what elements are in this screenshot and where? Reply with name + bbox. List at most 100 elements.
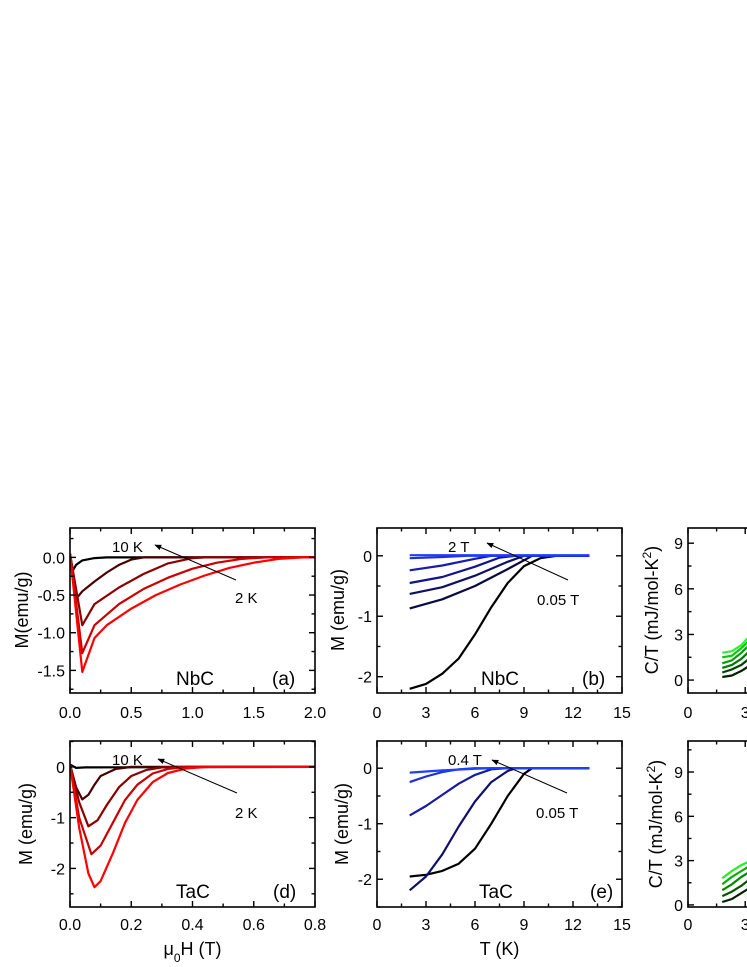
x-tick-label: 0: [684, 705, 693, 722]
series-line-0.4-T: [409, 767, 590, 774]
y-axis-label: M (emu/g): [16, 783, 36, 865]
panel-b: 0 3 6 9 12 15 0 -1 -2 M (emu/g) 2 T 0.05 T NbC (b): [328, 527, 631, 722]
label-segment: μ: [163, 939, 173, 959]
panel-label: (e): [590, 882, 613, 903]
y-tick-label: 0: [363, 761, 372, 778]
label-segment: C/T (mJ/mol-K: [646, 773, 666, 889]
trend-arrow: [154, 544, 237, 581]
series-line-8-K: [70, 764, 315, 801]
series-line-4-K: [70, 553, 315, 655]
panel-label: (a): [272, 669, 295, 690]
series-line-s4: [721, 645, 747, 665]
y-tick-label: 6: [674, 582, 683, 599]
ticks: [687, 528, 746, 693]
x-tick-label: 0.8: [304, 917, 326, 934]
series-line-s3: [721, 651, 747, 669]
label-segment: 2: [644, 766, 658, 773]
material-label: NbC: [481, 669, 519, 690]
y-tick-label: 6: [674, 809, 683, 826]
x-tick-label: 0: [373, 705, 382, 722]
trend-arrow: [486, 542, 569, 581]
y-tick-label: 0: [363, 549, 372, 566]
y-tick-label: 0: [56, 760, 65, 777]
series-line-0.2-T: [409, 554, 590, 595]
series-line-6-K: [70, 764, 315, 828]
trend-arrow: [157, 758, 238, 794]
label-segment: M (emu/g): [332, 783, 352, 865]
label-segment: M (emu/g): [328, 569, 348, 651]
series-line-s5: [722, 641, 747, 659]
y-tick-label: -1: [51, 811, 65, 828]
ticks: [687, 741, 746, 907]
x-tick-label: 9: [520, 705, 529, 722]
label-segment: C/T (mJ/mol-K: [642, 559, 662, 675]
x-axis-label: T (K): [480, 939, 520, 959]
x-tick-label: 6: [471, 917, 480, 934]
x-tick-label: 0: [684, 917, 693, 934]
x-tick-label: 3: [422, 917, 431, 934]
x-tick-label: 3: [422, 705, 431, 722]
series-line-s3: [721, 872, 747, 892]
series-line-4-K: [70, 764, 315, 856]
series-line-s1: [722, 666, 747, 679]
y-tick-label: -0.5: [37, 588, 65, 605]
x-tick-label: 0: [373, 917, 382, 934]
plot-frame: [687, 740, 747, 908]
x-tick-label: 15: [613, 705, 631, 722]
y-tick-label: 0: [674, 673, 683, 690]
series-line-0.05-T: [409, 554, 590, 690]
series-line-8-K: [70, 553, 315, 600]
y-tick-label: 9: [674, 765, 683, 782]
series-line-6-K: [70, 553, 315, 627]
label-segment: H (T): [181, 939, 222, 959]
series-line-s6: [722, 637, 747, 654]
panel-label: (d): [273, 882, 296, 903]
y-axis-label: M (emu/g): [328, 569, 348, 651]
y-axis-label: M (emu/g): [332, 783, 352, 865]
y-tick-label: -1.5: [37, 663, 65, 680]
series-line-2-K: [70, 553, 315, 673]
arrow-end-label: 10 K: [112, 539, 143, 556]
x-tick-label: 0.4: [181, 917, 203, 934]
label-segment: M (emu/g): [16, 783, 36, 865]
x-axis-label: μ0H (T): [163, 939, 221, 965]
x-tick-label: 3: [741, 917, 747, 934]
ticks: [376, 741, 623, 908]
label-segment: T (K): [480, 939, 520, 959]
label-segment: 2: [640, 552, 654, 559]
panel-e: 0 3 6 9 12 15 0 -1 -2 M (emu/g) T (K) 0.4 T 0.05 T Ta…: [332, 740, 631, 959]
plot-frame: [687, 527, 747, 694]
arrow-start-label: 0.05 T: [537, 592, 579, 609]
y-tick-label: -2: [358, 670, 372, 687]
series-line-s2: [721, 659, 747, 674]
x-tick-label: 1.0: [181, 705, 203, 722]
arrow-start-label: 2 K: [235, 590, 258, 607]
series-line-s2: [721, 879, 747, 898]
arrow-start-label: 0.05 T: [536, 805, 578, 822]
x-tick-label: 1.5: [243, 705, 265, 722]
x-tick-label: 15: [613, 917, 631, 934]
label-segment: M(emu/g): [12, 571, 32, 648]
x-tick-label: 0.0: [59, 705, 81, 722]
x-tick-label: 9: [520, 917, 529, 934]
arrow-end-label: 0.4 T: [448, 752, 482, 769]
y-axis-label: C/T (mJ/mol-K2): [644, 760, 666, 888]
label-segment: 0: [174, 951, 181, 965]
trend-arrow: [491, 759, 568, 794]
panel-c: 0 3 0 3 6 9 C/T (mJ/mol-K2): [640, 527, 747, 722]
y-tick-label: 0: [674, 898, 683, 915]
y-axis-label: C/T (mJ/mol-K2): [640, 546, 662, 674]
x-tick-label: 3: [741, 705, 747, 722]
x-tick-label: 12: [564, 917, 582, 934]
panel-d: 0.0 0.2 0.4 0.6 0.80-1-2M (emu/g)μ0H (T)10 K…: [16, 740, 326, 965]
series-line-s4: [721, 866, 747, 886]
panel-f: 0 3 0 3 6 9 C/T (mJ/mol-K2): [644, 740, 747, 934]
y-tick-label: -2: [51, 861, 65, 878]
x-tick-label: 0.2: [120, 917, 142, 934]
series-line-0.05-T: [409, 767, 590, 878]
y-tick-label: 0.0: [43, 550, 65, 567]
x-tick-label: 0.5: [120, 705, 142, 722]
y-tick-label: -1.0: [37, 626, 65, 643]
arrow-end-label: 10 K: [112, 752, 143, 769]
